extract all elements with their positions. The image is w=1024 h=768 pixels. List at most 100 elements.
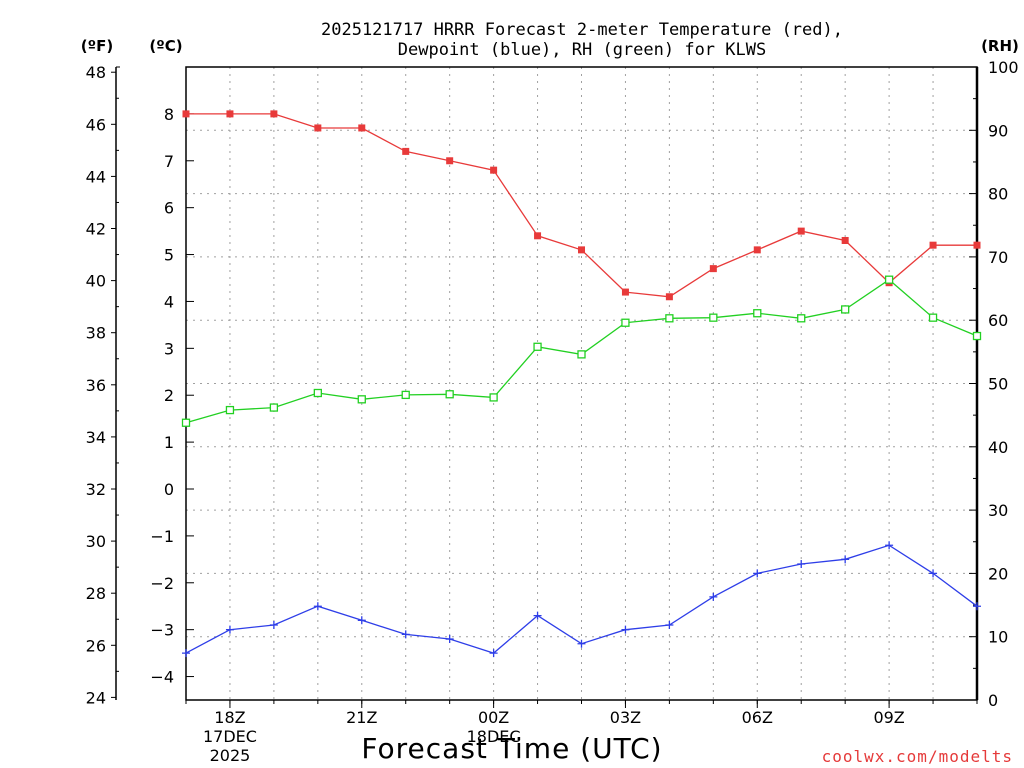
rh-tick-label: 60 bbox=[988, 311, 1008, 330]
rh-unit-label: (RH) bbox=[981, 37, 1019, 55]
rh-data-point bbox=[665, 314, 674, 323]
dewpoint-data-point bbox=[753, 569, 762, 578]
dewpoint-data-point bbox=[885, 541, 894, 550]
x-tick-label: 17DEC bbox=[203, 727, 257, 746]
rh-data-point bbox=[401, 390, 410, 400]
x-tick-label: 09Z bbox=[873, 708, 904, 727]
dewpoint-data-point bbox=[797, 560, 806, 569]
dewpoint-data-point bbox=[709, 592, 718, 601]
temperature-data-point bbox=[841, 236, 849, 244]
celsius-tick-label: −3 bbox=[150, 621, 174, 640]
rh-tick-label: 0 bbox=[988, 691, 998, 710]
rh-data-point bbox=[269, 403, 279, 412]
dewpoint-data-point bbox=[841, 555, 850, 564]
dewpoint-data-point bbox=[401, 630, 410, 639]
temperature-data-point bbox=[314, 124, 322, 132]
fahrenheit-tick-label: 42 bbox=[86, 220, 106, 239]
rh-data-point bbox=[884, 275, 894, 284]
celsius-tick-label: 4 bbox=[164, 292, 174, 311]
temperature-series-line bbox=[186, 113, 977, 298]
temperature-data-point bbox=[929, 241, 937, 249]
dewpoint-data-point bbox=[577, 639, 586, 648]
temperature-data-point bbox=[665, 293, 673, 301]
fahrenheit-tick-label: 24 bbox=[86, 688, 106, 707]
temperature-data-point bbox=[270, 110, 278, 118]
celsius-tick-label: −2 bbox=[150, 574, 174, 593]
temperature-data-point bbox=[446, 157, 454, 165]
temperature-data-point bbox=[402, 147, 410, 155]
rh-tick-label: 20 bbox=[988, 564, 1008, 583]
celsius-tick-label: 7 bbox=[164, 152, 174, 171]
temperature-data-point bbox=[490, 166, 498, 174]
dewpoint-data-point bbox=[445, 635, 454, 644]
rh-tick-label: 80 bbox=[988, 185, 1008, 204]
rh-data-point bbox=[225, 405, 235, 415]
temperature-data-point bbox=[226, 110, 234, 118]
rh-tick-label: 50 bbox=[988, 375, 1008, 394]
rh-tick-label: 40 bbox=[988, 438, 1008, 457]
chart-title-line2: Dewpoint (blue), RH (green) for KLWS bbox=[398, 40, 766, 60]
dewpoint-data-point bbox=[182, 649, 190, 658]
x-tick-label: 03Z bbox=[610, 708, 641, 727]
fahrenheit-unit-label: (ºF) bbox=[81, 37, 113, 55]
rh-data-point bbox=[709, 313, 718, 322]
axis-ticks: 876543210−1−2−3−448464442403836343230282… bbox=[86, 58, 1019, 765]
rh-data-point bbox=[181, 418, 191, 427]
fahrenheit-tick-label: 44 bbox=[86, 167, 106, 186]
rh-data-point bbox=[797, 314, 806, 323]
x-tick-label: 18DEC bbox=[467, 727, 521, 746]
rh-data-point bbox=[841, 305, 850, 314]
temperature-data-point bbox=[578, 246, 585, 254]
grid-lines bbox=[186, 67, 977, 700]
rh-data-point bbox=[928, 313, 938, 322]
fahrenheit-tick-label: 32 bbox=[86, 480, 106, 499]
temperature-data-point bbox=[358, 124, 366, 132]
celsius-tick-label: −1 bbox=[150, 527, 174, 546]
dewpoint-data-point bbox=[269, 620, 278, 629]
fahrenheit-tick-label: 46 bbox=[86, 115, 106, 134]
fahrenheit-tick-label: 48 bbox=[86, 63, 106, 82]
fahrenheit-tick-label: 28 bbox=[86, 584, 106, 603]
dewpoint-data-point bbox=[533, 611, 542, 620]
dewpoint-data-point bbox=[489, 649, 498, 658]
chart-title-line1: 2025121717 HRRR Forecast 2-meter Tempera… bbox=[321, 20, 843, 40]
fahrenheit-tick-label: 36 bbox=[86, 376, 106, 395]
celsius-tick-label: 0 bbox=[164, 480, 174, 499]
celsius-tick-label: 1 bbox=[164, 433, 174, 452]
dewpoint-data-point bbox=[929, 569, 938, 578]
rh-tick-label: 100 bbox=[988, 58, 1019, 77]
fahrenheit-tick-label: 26 bbox=[86, 636, 106, 655]
data-series bbox=[181, 110, 982, 658]
celsius-tick-label: 2 bbox=[164, 386, 174, 405]
celsius-unit-label: (ºC) bbox=[149, 37, 182, 55]
rh-data-point bbox=[489, 393, 498, 402]
celsius-tick-label: −4 bbox=[150, 668, 174, 687]
x-tick-label: 21Z bbox=[346, 708, 377, 727]
temperature-data-point bbox=[753, 246, 761, 254]
dewpoint-data-point bbox=[665, 620, 674, 629]
x-tick-label: 00Z bbox=[478, 708, 509, 727]
fahrenheit-tick-label: 30 bbox=[86, 532, 106, 551]
axes bbox=[115, 66, 979, 701]
rh-data-point bbox=[577, 350, 586, 359]
celsius-tick-label: 6 bbox=[164, 199, 174, 218]
celsius-tick-label: 5 bbox=[164, 246, 174, 265]
rh-tick-label: 30 bbox=[988, 501, 1008, 520]
temperature-data-point bbox=[621, 288, 629, 296]
source-credit: coolwx.com/modelts bbox=[822, 747, 1013, 766]
rh-data-point bbox=[357, 395, 366, 404]
rh-data-point bbox=[445, 390, 454, 399]
rh-data-point bbox=[533, 342, 542, 351]
dewpoint-data-point bbox=[973, 602, 981, 611]
temperature-data-point bbox=[182, 110, 190, 118]
temperature-data-point bbox=[534, 232, 542, 240]
fahrenheit-tick-label: 38 bbox=[86, 324, 106, 343]
dewpoint-data-point bbox=[313, 602, 322, 611]
x-axis-label: Forecast Time (UTC) bbox=[361, 732, 662, 765]
dewpoint-data-point bbox=[621, 625, 630, 634]
dewpoint-data-point bbox=[357, 616, 366, 625]
dewpoint-data-point bbox=[225, 625, 234, 634]
x-tick-label: 2025 bbox=[210, 746, 251, 765]
celsius-tick-label: 3 bbox=[164, 339, 174, 358]
